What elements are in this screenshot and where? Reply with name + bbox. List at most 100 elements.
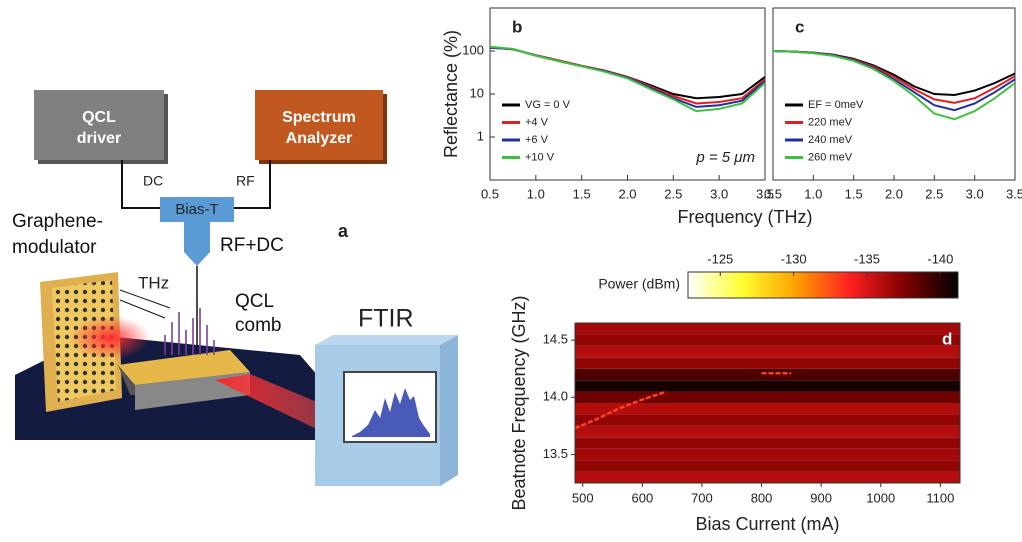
colorbar-tick-label: -125	[707, 251, 733, 266]
arrow	[119, 289, 171, 309]
x-tick-label: 3.0	[966, 186, 984, 201]
analyzer-label: Spectrum	[282, 109, 356, 126]
colorbar-tick-label: -130	[781, 251, 807, 266]
arrow	[119, 299, 166, 319]
x-tick-label: 0.5	[481, 186, 499, 201]
colorbar	[687, 271, 959, 299]
colorbar-tick-label: -140	[927, 251, 953, 266]
qcl-driver-box	[34, 90, 164, 160]
x-tick-label: 1.5	[845, 186, 863, 201]
bias-t-box	[160, 197, 234, 222]
heatmap-band	[575, 460, 960, 472]
x-tick-label: 0.5	[764, 186, 782, 201]
rf-dc-label: RF+DC	[220, 235, 284, 256]
annotation: p = 5 μm	[695, 149, 755, 166]
spectrum-lines	[164, 308, 215, 355]
x-tick-label: 1.0	[527, 186, 545, 201]
panel-label: b	[512, 17, 522, 36]
x-tick-label: 2.5	[664, 186, 682, 201]
qcl-comb-label: QCL	[235, 291, 274, 312]
bias-t-probe	[184, 222, 210, 266]
x-tick-label: 1100	[926, 490, 954, 505]
legend-label: 220 meV	[808, 116, 853, 128]
qcl-driver-label: driver	[77, 130, 121, 147]
y-tick-label: 14.5	[543, 332, 568, 347]
heatmap-band	[575, 334, 960, 346]
x-axis-label: Frequency (THz)	[677, 207, 812, 227]
heatmap-band	[575, 323, 960, 335]
dc-label: DC	[143, 173, 163, 189]
wire	[234, 160, 271, 209]
heatmap-band	[575, 380, 960, 392]
y-tick-label: 100	[462, 42, 484, 57]
panel-label: a	[338, 221, 349, 241]
legend-label: VG = 0 V	[525, 99, 571, 111]
x-tick-label: 2.0	[618, 186, 636, 201]
series-line	[773, 50, 1015, 97]
x-tick-label: 1.0	[804, 186, 822, 201]
heatmap-band	[575, 448, 960, 461]
ftir-spectrum	[352, 388, 430, 437]
qcl-comb-label: comb	[235, 315, 281, 336]
heatmap-band	[575, 471, 960, 483]
x-tick-label: 2.0	[885, 186, 903, 201]
y-tick-label: 10	[470, 85, 484, 100]
x-tick-label: 700	[691, 490, 713, 505]
x-tick-label: 800	[751, 490, 773, 505]
x-tick-label: 3.0	[710, 186, 728, 201]
y-axis-label: Reflectance (%)	[441, 30, 461, 158]
thz-spot	[70, 316, 150, 360]
x-tick-label: 600	[631, 490, 653, 505]
series-line	[490, 46, 765, 105]
graphene-label: modulator	[12, 237, 97, 258]
series-line	[490, 45, 765, 113]
spectrum-analyzer-box	[255, 90, 383, 160]
x-tick-label: 500	[572, 490, 594, 505]
heatmap-band	[575, 357, 960, 369]
legend-label: +4 V	[525, 116, 549, 128]
legend-label: +6 V	[525, 134, 549, 146]
rf-label: RF	[236, 173, 255, 189]
x-tick-label: 3.5	[756, 186, 774, 201]
heatmap-band	[575, 391, 960, 403]
x-tick-label: 1000	[866, 490, 895, 505]
analyzer-label: Analyzer	[286, 130, 353, 147]
series-line	[773, 50, 1015, 121]
panel-label: c	[795, 17, 804, 36]
series-line	[773, 50, 1015, 104]
y-tick-label: 1	[477, 128, 484, 143]
legend-label: +10 V	[525, 151, 555, 163]
heatmap-band	[575, 425, 960, 438]
colorbar-tick-label: -135	[854, 251, 880, 266]
qcl-driver-label: QCL	[82, 109, 116, 126]
series-group	[490, 45, 765, 113]
panel-a: QCL driver Spectrum Analyzer DC RF Bias-…	[12, 90, 458, 486]
bias-t-label: Bias-T	[175, 201, 218, 218]
plots: 0.5 1.0 1.5 2.0 2.5 3.0 3.5 1 10 100 VG = 0 V +4 V +…	[441, 17, 1022, 533]
heatmap-band	[575, 345, 960, 358]
y-tick-label: 14.0	[543, 389, 568, 404]
thz-label: THz	[138, 273, 169, 292]
x-axis-label: Bias Current (mA)	[695, 514, 839, 534]
heatmap-band	[575, 414, 960, 426]
graphene-label: Graphene-	[12, 211, 103, 232]
legend-label: 260 meV	[808, 151, 853, 163]
x-tick-label: 900	[810, 490, 832, 505]
ftir-top	[315, 335, 458, 345]
qcl-waveguide	[118, 350, 250, 385]
series-group	[773, 50, 1015, 121]
x-tick-label: 3.5	[1006, 186, 1022, 201]
legend-label: EF = 0meV	[808, 99, 864, 111]
wire	[121, 160, 162, 209]
heatmap-band	[575, 437, 960, 449]
x-tick-label: 1.5	[573, 186, 591, 201]
y-axis-label: Beatnote Frequency (GHz)	[509, 295, 529, 510]
panel-label: d	[942, 329, 952, 348]
y-tick-label: 13.5	[543, 446, 568, 461]
x-tick-label: 2.5	[925, 186, 943, 201]
ftir-side	[440, 335, 458, 486]
beatnote-trace	[574, 390, 667, 430]
axes-frame	[574, 322, 961, 484]
ftir-label: FTIR	[358, 305, 414, 333]
